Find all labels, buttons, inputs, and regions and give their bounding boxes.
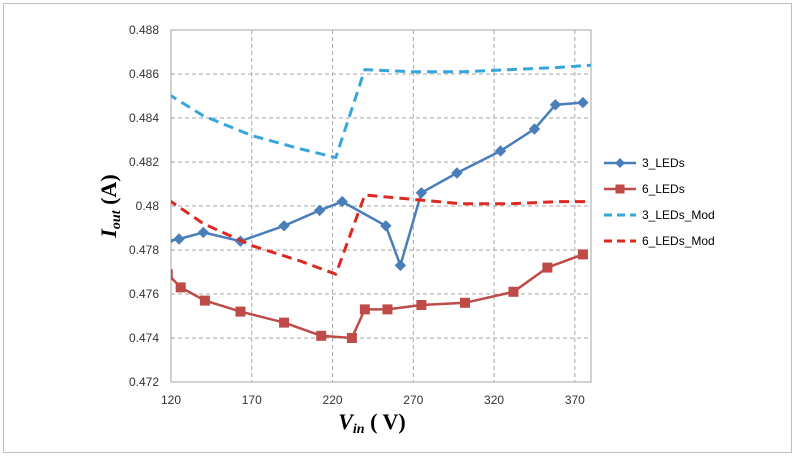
x-tick-label: 320: [484, 393, 504, 407]
x-tick-label: 370: [565, 393, 585, 407]
x-tick-label: 120: [161, 393, 181, 407]
y-tick-label: 0.476: [129, 287, 159, 301]
data-point: [416, 300, 427, 310]
data-point: [359, 304, 370, 315]
series-line: [171, 63, 591, 160]
legend-marker: [615, 158, 625, 168]
data-point: [508, 286, 519, 297]
legend-item: 3_LEDs_Mod: [604, 208, 715, 222]
y-tick-label: 0.488: [129, 23, 159, 37]
data-point: [171, 238, 174, 244]
data-point: [577, 96, 589, 109]
series-3_LEDs: [171, 96, 589, 272]
legend-label: 6_LEDs: [642, 182, 685, 196]
data-point: [380, 220, 392, 232]
data-point: [336, 195, 348, 208]
data-point: [528, 123, 541, 135]
y-tick-label: 0.472: [129, 375, 159, 389]
plot-border: [170, 29, 592, 383]
y-axis-title-unit: (A): [96, 174, 121, 210]
y-axis-title-sub: out: [109, 209, 124, 229]
series: [171, 63, 591, 343]
x-tick-label: 170: [242, 393, 262, 407]
legend: 3_LEDs 6_LEDs 3_LEDs_Mod 6_LEDs_Mod: [604, 156, 715, 248]
x-axis-title-unit: ( V): [365, 409, 406, 434]
legend-item: 6_LEDs: [604, 182, 685, 196]
y-tick-label: 0.48: [136, 199, 160, 213]
x-tick-label: 220: [323, 393, 343, 407]
data-point: [415, 187, 428, 199]
data-point: [542, 262, 553, 273]
x-axis-title: Vin ( V): [338, 409, 406, 437]
data-point: [346, 333, 357, 343]
data-point: [279, 317, 290, 328]
data-point: [460, 297, 470, 308]
legend-label: 6_LEDs_Mod: [642, 234, 715, 248]
legend-item: 6_LEDs_Mod: [604, 234, 715, 248]
x-tick-labels: 120 170 220 270 320 370: [161, 393, 585, 407]
legend-label: 3_LEDs_Mod: [642, 208, 715, 222]
data-point: [197, 226, 210, 239]
data-point: [549, 99, 562, 111]
x-tick-label: 270: [403, 393, 423, 407]
legend-label: 3_LEDs: [642, 156, 685, 170]
data-point: [394, 259, 407, 272]
data-point: [451, 167, 463, 179]
data-point: [199, 295, 210, 306]
data-point: [173, 233, 185, 245]
data-point: [577, 249, 588, 260]
chart-frame: 0.472 0.474 0.476 0.478 0.48 0.482 0.484 0.486 0…: [3, 3, 792, 453]
y-axis-title: Iout (A): [96, 174, 124, 238]
series-3_LEDs_Mod: [171, 63, 591, 160]
data-point: [313, 204, 326, 217]
data-point: [171, 269, 173, 280]
x-axis-title-main: V: [338, 409, 355, 434]
x-axis-title-sub: in: [353, 422, 365, 437]
chart-svg: 0.472 0.474 0.476 0.478 0.48 0.482 0.484 0.486 0…: [96, 23, 715, 437]
legend-marker: [615, 184, 625, 194]
y-tick-label: 0.484: [129, 111, 159, 125]
data-point: [175, 282, 186, 293]
data-point: [278, 220, 290, 232]
y-tick-label: 0.474: [129, 331, 159, 345]
y-tick-label: 0.486: [129, 67, 159, 81]
series-line: [171, 253, 584, 340]
data-point: [235, 306, 246, 317]
y-axis-title-main: I: [96, 228, 121, 239]
series-6_LEDs: [171, 249, 588, 343]
data-point: [494, 145, 507, 157]
legend-item: 3_LEDs: [604, 156, 685, 170]
y-tick-label: 0.478: [129, 243, 159, 257]
data-point: [316, 330, 327, 341]
y-tick-label: 0.482: [129, 155, 159, 169]
y-tick-labels: 0.472 0.474 0.476 0.478 0.48 0.482 0.484 0.486 0…: [129, 23, 159, 389]
data-point: [382, 304, 393, 315]
